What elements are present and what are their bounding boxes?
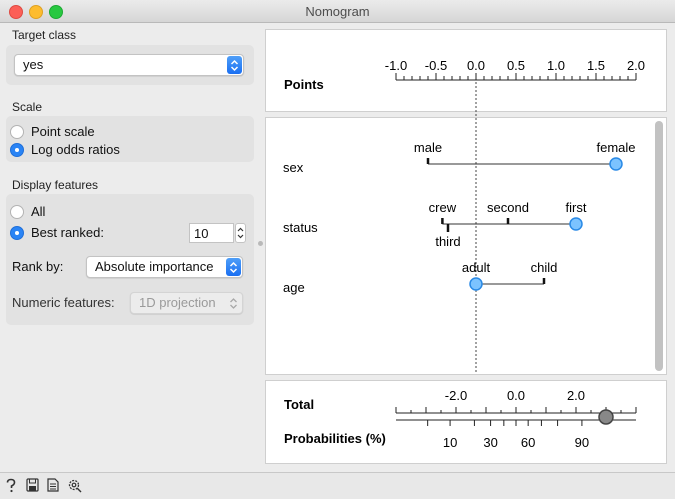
features-panel (265, 117, 667, 375)
help-icon[interactable] (5, 478, 17, 493)
minimize-window-button[interactable] (29, 5, 43, 19)
updown-arrow-icon (237, 227, 244, 239)
updown-arrow-icon (226, 294, 241, 312)
all-features-label: All (31, 204, 46, 219)
radio-on-icon (10, 226, 24, 240)
point-scale-label: Point scale (31, 124, 95, 139)
updown-arrow-icon (226, 258, 241, 276)
best-ranked-spinbox[interactable]: 10 (189, 223, 234, 243)
rank-by-label: Rank by: (12, 259, 64, 274)
target-class-select[interactable]: yes (14, 54, 244, 76)
zoom-window-button[interactable] (49, 5, 63, 19)
radio-off-icon (10, 205, 24, 219)
splitter-handle[interactable] (258, 241, 263, 246)
rank-by-value: Absolute importance (95, 259, 214, 274)
points-panel (265, 29, 667, 112)
log-odds-label: Log odds ratios (31, 142, 120, 157)
report-icon[interactable] (47, 478, 59, 492)
title-bar: Nomogram (0, 0, 675, 23)
close-window-button[interactable] (9, 5, 23, 19)
numeric-features-select[interactable]: 1D projection (130, 292, 243, 314)
numeric-features-value: 1D projection (139, 295, 216, 310)
save-icon[interactable] (26, 478, 39, 492)
scale-label: Scale (12, 100, 43, 114)
features-scrollbar[interactable] (655, 121, 663, 371)
radio-off-icon (10, 125, 24, 139)
display-features-label: Display features (12, 178, 99, 192)
settings-icon[interactable] (67, 478, 83, 493)
numeric-features-label: Numeric features: (12, 295, 115, 310)
rank-by-select[interactable]: Absolute importance (86, 256, 243, 278)
best-ranked-label: Best ranked: (31, 225, 104, 240)
status-bar (0, 472, 675, 499)
window-title: Nomogram (305, 4, 370, 19)
total-panel (265, 380, 667, 464)
target-class-group: yes (6, 45, 254, 85)
scale-group (6, 116, 254, 162)
target-class-value: yes (23, 57, 44, 72)
updown-arrow-icon (227, 56, 242, 74)
best-ranked-value: 10 (194, 226, 209, 241)
radio-on-icon (10, 143, 24, 157)
target-class-label: Target class (12, 28, 77, 42)
spinbox-stepper[interactable] (235, 223, 246, 243)
